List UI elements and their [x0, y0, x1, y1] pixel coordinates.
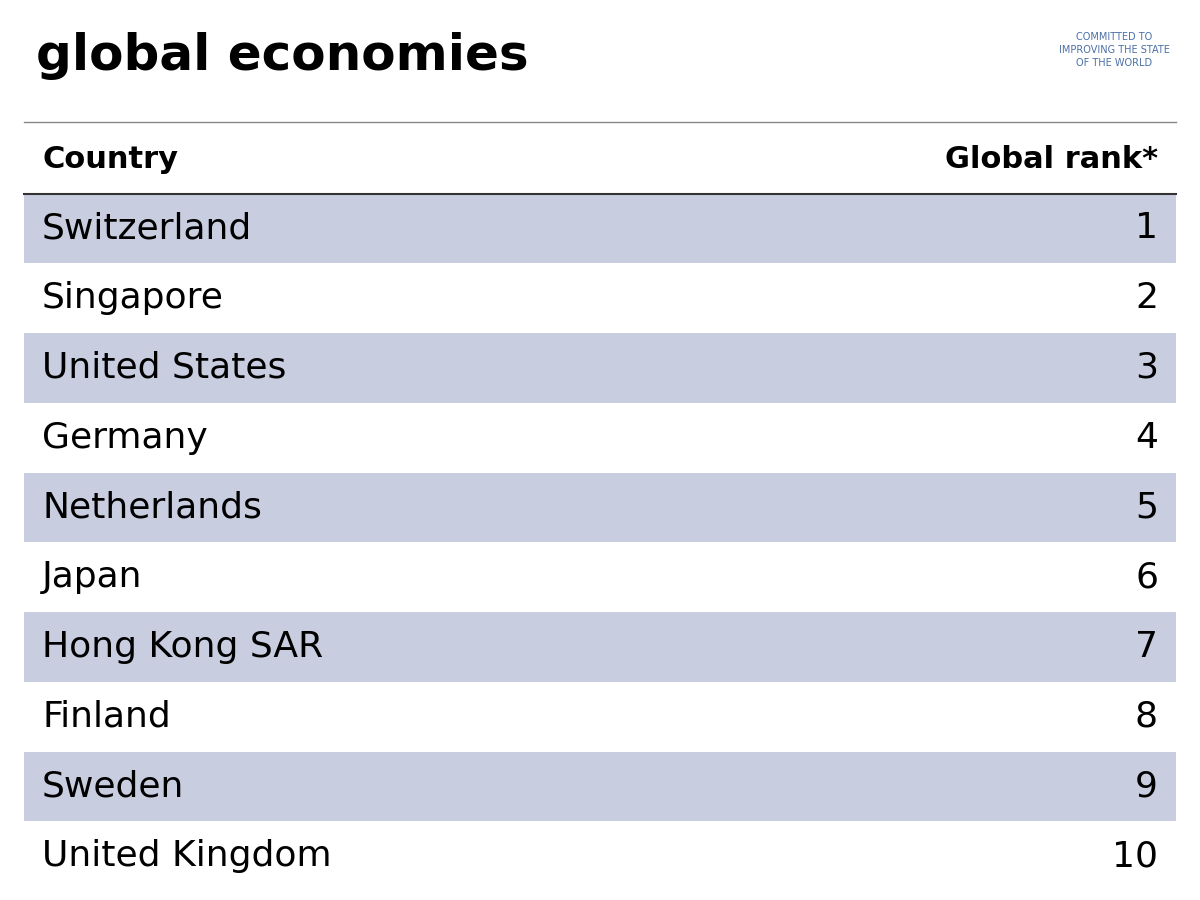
Text: Finland: Finland [42, 699, 170, 734]
Text: Switzerland: Switzerland [42, 212, 252, 246]
Text: 5: 5 [1135, 491, 1158, 525]
Bar [24, 194, 1176, 263]
Text: Netherlands: Netherlands [42, 491, 262, 525]
Text: Global rank*: Global rank* [944, 145, 1158, 175]
Text: United Kingdom: United Kingdom [42, 839, 331, 873]
Bar [24, 752, 1176, 821]
Bar [24, 821, 1176, 891]
Bar [24, 682, 1176, 752]
Bar [24, 263, 1176, 333]
Text: Sweden: Sweden [42, 770, 185, 804]
Text: 7: 7 [1135, 630, 1158, 664]
Bar [24, 542, 1176, 612]
Bar [24, 333, 1176, 403]
Text: 3: 3 [1135, 351, 1158, 385]
Bar [24, 472, 1176, 542]
Text: Hong Kong SAR: Hong Kong SAR [42, 630, 323, 664]
Text: 1: 1 [1135, 212, 1158, 246]
Text: Country: Country [42, 145, 178, 175]
Text: 9: 9 [1135, 770, 1158, 804]
Text: Singapore: Singapore [42, 281, 224, 315]
Text: 6: 6 [1135, 560, 1158, 594]
Text: global economies: global economies [36, 32, 529, 79]
Text: Japan: Japan [42, 560, 143, 594]
Text: 4: 4 [1135, 420, 1158, 454]
Text: COMMITTED TO
IMPROVING THE STATE
OF THE WORLD: COMMITTED TO IMPROVING THE STATE OF THE … [1060, 32, 1170, 68]
Text: 2: 2 [1135, 281, 1158, 315]
Text: 10: 10 [1112, 839, 1158, 873]
Text: Germany: Germany [42, 420, 208, 454]
Bar [24, 403, 1176, 472]
Text: 8: 8 [1135, 699, 1158, 734]
Text: United States: United States [42, 351, 287, 385]
Bar [24, 612, 1176, 682]
